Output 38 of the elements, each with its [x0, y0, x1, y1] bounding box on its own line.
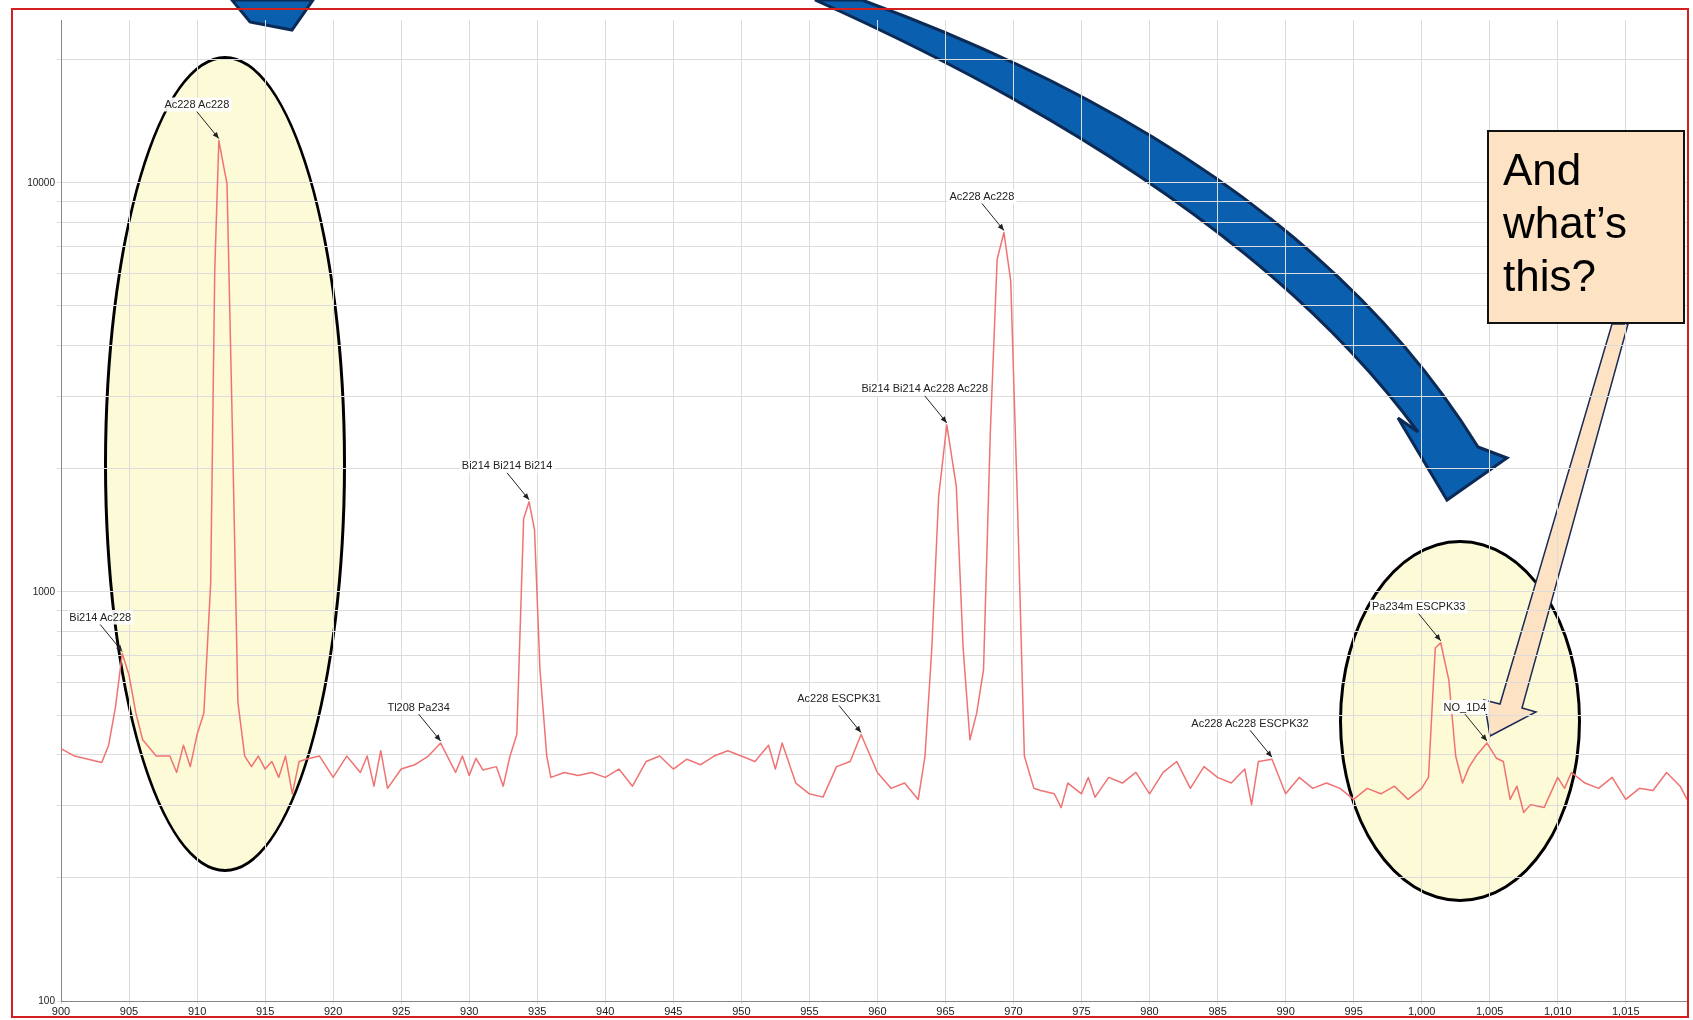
annotation: Bi214 Bi214 Bi214 [461, 459, 553, 472]
y-tick-label: 10000 [27, 176, 56, 188]
x-tick-label: 950 [732, 1004, 751, 1017]
x-tick-label: 940 [596, 1004, 615, 1017]
x-tick-label: 1,000 [1407, 1004, 1436, 1017]
annotation: Bi214 Ac228 [69, 611, 132, 624]
annotation: Ac228 Ac228 ESCPK32 [1191, 716, 1309, 729]
annotation: Ac228 ESCPK31 [797, 692, 881, 705]
x-tick-label: 930 [460, 1004, 479, 1017]
annotation: Pa234m ESCPK33 [1371, 600, 1466, 613]
x-tick-label: 970 [1004, 1004, 1023, 1017]
x-tick-label: 945 [664, 1004, 683, 1017]
x-tick-label: 960 [868, 1004, 887, 1017]
y-tick-label: 1000 [32, 585, 56, 597]
x-tick-label: 1,010 [1543, 1004, 1572, 1017]
x-tick-label: 920 [323, 1004, 343, 1017]
annotation: Ac228 Ac228 [164, 98, 230, 111]
annotation: And what’s this? [1487, 130, 1685, 324]
annotation: NO_1D4 [1443, 700, 1487, 713]
x-tick-label: 990 [1276, 1004, 1295, 1017]
x-tick-label: 910 [187, 1004, 207, 1017]
x-tick-label: 900 [51, 1004, 71, 1017]
x-tick-label: 1,015 [1612, 1004, 1640, 1017]
x-tick-label: 955 [800, 1004, 819, 1017]
x-tick-label: 925 [391, 1004, 411, 1017]
x-tick-label: 965 [936, 1004, 955, 1017]
x-tick-label: 1,005 [1475, 1004, 1504, 1017]
x-tick-label: 915 [255, 1004, 275, 1017]
annotation: Tl208 Pa234 [387, 700, 450, 713]
x-tick-label: 935 [528, 1004, 547, 1017]
x-tick-label: 975 [1072, 1004, 1091, 1017]
y-tick-label: 100 [38, 994, 56, 1006]
x-tick-label: 995 [1344, 1004, 1363, 1017]
x-tick-label: 985 [1208, 1004, 1227, 1017]
annotation: Ac228 Ac228 [949, 190, 1015, 203]
x-tick-label: 905 [119, 1004, 139, 1017]
annotation: Bi214 Bi214 Ac228 Ac228 [861, 382, 989, 395]
x-tick-label: 980 [1140, 1004, 1159, 1017]
